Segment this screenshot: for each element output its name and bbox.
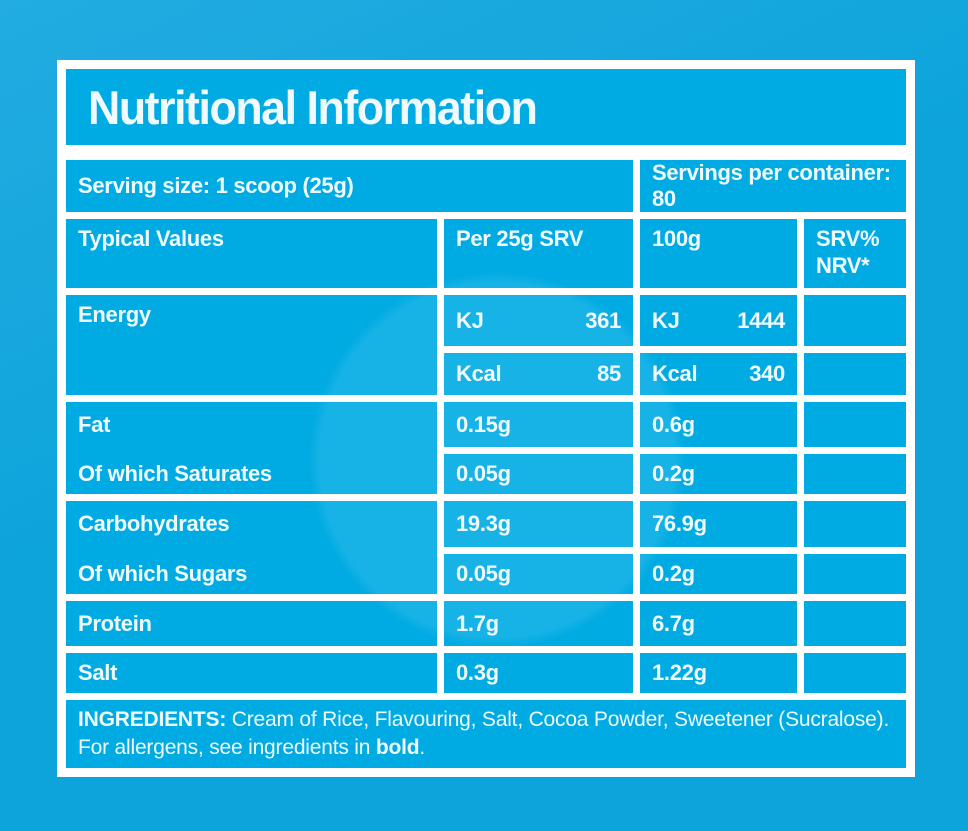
header-per-25g-srv: Per 25g SRV [444, 219, 633, 288]
saturates-label: Of which Saturates [78, 461, 272, 486]
allergen-prefix: For allergens, see ingredients in [78, 736, 376, 759]
header-srv-nrv-line2: NRV* [816, 252, 870, 278]
ingredients-line2: For allergens, see ingredients in bold. [78, 734, 425, 762]
carbohydrates-label: Carbohydrates [78, 510, 230, 536]
fat-label: Fat [78, 411, 111, 437]
header-srv-nrv: SRV% NRV* [804, 219, 906, 288]
page-title: Nutritional Information [88, 80, 538, 134]
energy-kcal-srv-value: 85 [597, 361, 621, 386]
protein-label-cell: Protein [66, 601, 437, 646]
ingredients-list: Cream of Rice, Flavouring, Salt, Cocoa P… [226, 708, 890, 731]
protein-100g-cell: 6.7g [640, 601, 797, 646]
energy-kcal-srv-cell: Kcal 85 [444, 353, 633, 395]
energy-kcal-nrv-cell-empty [804, 353, 906, 395]
energy-kj-unit-100g: KJ [652, 307, 680, 333]
ingredients-heading: INGREDIENTS: [78, 708, 227, 731]
carbohydrates-srv-cell: 19.3g [444, 501, 633, 547]
energy-kj-100g-value: 1444 [737, 307, 785, 333]
energy-kj-srv-value: 361 [585, 307, 621, 333]
fat-srv-cell: 0.15g [444, 402, 633, 447]
title-band: Nutritional Information [66, 69, 906, 145]
energy-kj-srv-cell: KJ 361 [444, 295, 633, 346]
sugars-label: Of which Sugars [78, 561, 248, 586]
fat-nrv-cell-empty [804, 402, 906, 447]
saturates-srv-cell: 0.05g [444, 454, 633, 494]
header-100g: 100g [640, 219, 797, 288]
serving-size-cell: Serving size: 1 scoop (25g) [66, 160, 633, 212]
protein-nrv-cell-empty [804, 601, 906, 646]
sugars-srv-cell: 0.05g [444, 554, 633, 594]
allergen-bold-word: bold [375, 736, 420, 759]
sugars-nrv-cell-empty [804, 554, 906, 594]
energy-kj-nrv-cell-empty [804, 295, 906, 346]
fat-100g-cell: 0.6g [640, 402, 797, 447]
saturates-nrv-cell-empty [804, 454, 906, 494]
ingredients-cell: INGREDIENTS: Cream of Rice, Flavouring, … [66, 700, 906, 768]
salt-nrv-cell-empty [804, 653, 906, 693]
energy-kcal-100g-cell: Kcal 340 [640, 353, 797, 395]
sugars-100g-cell: 0.2g [640, 554, 797, 594]
saturates-100g-cell: 0.2g [640, 454, 797, 494]
carbohydrates-100g-cell: 76.9g [640, 501, 797, 547]
energy-kcal-100g-value: 340 [749, 361, 785, 386]
energy-label-cell: Energy [66, 295, 437, 395]
header-srv-nrv-line1: SRV% [816, 226, 880, 251]
servings-per-container-cell: Servings per container: 80 [640, 160, 906, 212]
salt-label-cell: Salt [66, 653, 437, 693]
energy-kj-100g-cell: KJ 1444 [640, 295, 797, 346]
energy-kcal-unit: Kcal [456, 361, 502, 386]
energy-kj-unit: KJ [456, 307, 484, 333]
allergen-suffix: . [419, 736, 426, 759]
nutrition-table: Serving size: 1 scoop (25g) Servings per… [66, 160, 906, 768]
fat-group-label-cell: Fat Of which Saturates [66, 402, 437, 494]
carbohydrates-nrv-cell-empty [804, 501, 906, 547]
protein-srv-cell: 1.7g [444, 601, 633, 646]
nutrition-label-frame: Nutritional Information Serving size: 1 … [57, 60, 915, 777]
carbohydrates-group-label-cell: Carbohydrates Of which Sugars [66, 501, 437, 594]
salt-srv-cell: 0.3g [444, 653, 633, 693]
header-typical-values: Typical Values [66, 219, 437, 288]
ingredients-line1: INGREDIENTS: Cream of Rice, Flavouring, … [78, 706, 889, 734]
salt-100g-cell: 1.22g [640, 653, 797, 693]
energy-kcal-unit-100g: Kcal [652, 361, 698, 386]
